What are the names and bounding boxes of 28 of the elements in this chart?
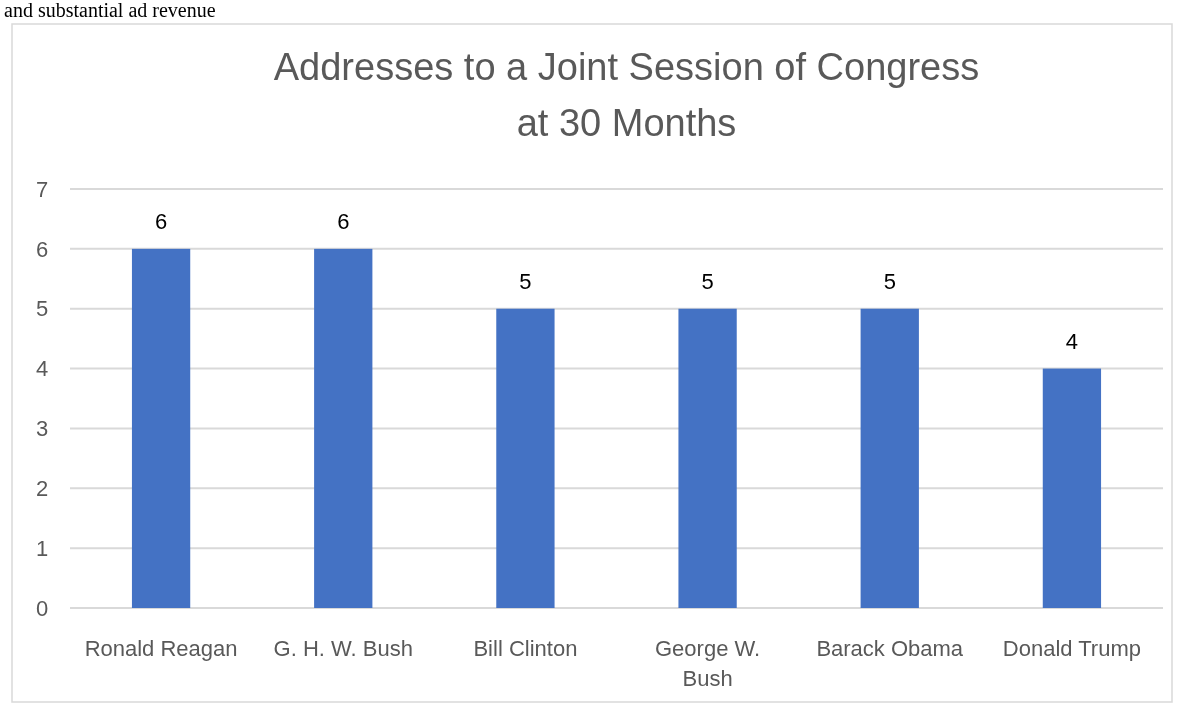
data-label: 6: [337, 208, 350, 234]
y-tick-label: 4: [35, 356, 49, 382]
y-tick-label: 2: [35, 475, 49, 501]
data-label: 6: [154, 208, 168, 234]
bar: [131, 248, 191, 608]
y-tick-label: 1: [35, 535, 49, 561]
x-tick-label: Donald Trump: [1002, 636, 1142, 661]
data-label: 5: [883, 268, 896, 294]
data-label: 4: [1065, 328, 1079, 354]
chart-title: Addresses to a Joint Session of Congress at 30 Months: [273, 46, 980, 144]
x-tick-label: Ronald Reagan: [84, 636, 238, 661]
bar: [1042, 368, 1102, 608]
text: and substantial ad revenue: [4, 0, 216, 21]
y-tick-label: 0: [35, 595, 49, 621]
x-tick-label: G. H. W. Bush: [273, 636, 413, 661]
y-tick-label: 5: [35, 296, 49, 322]
data-label: 5: [519, 268, 532, 294]
y-tick-label: 7: [35, 176, 49, 202]
y-tick-label: 3: [35, 416, 49, 442]
x-tick-label: Bill Clinton: [473, 636, 578, 661]
y-tick-label: 6: [35, 236, 49, 262]
bar: [860, 308, 919, 608]
bar: [314, 248, 373, 608]
x-tick-label: Barack Obama: [816, 636, 964, 661]
x-tick-label: George W. Bush: [655, 636, 761, 691]
data-label: 5: [701, 268, 714, 294]
bar: [496, 308, 555, 608]
bar: [678, 308, 737, 608]
